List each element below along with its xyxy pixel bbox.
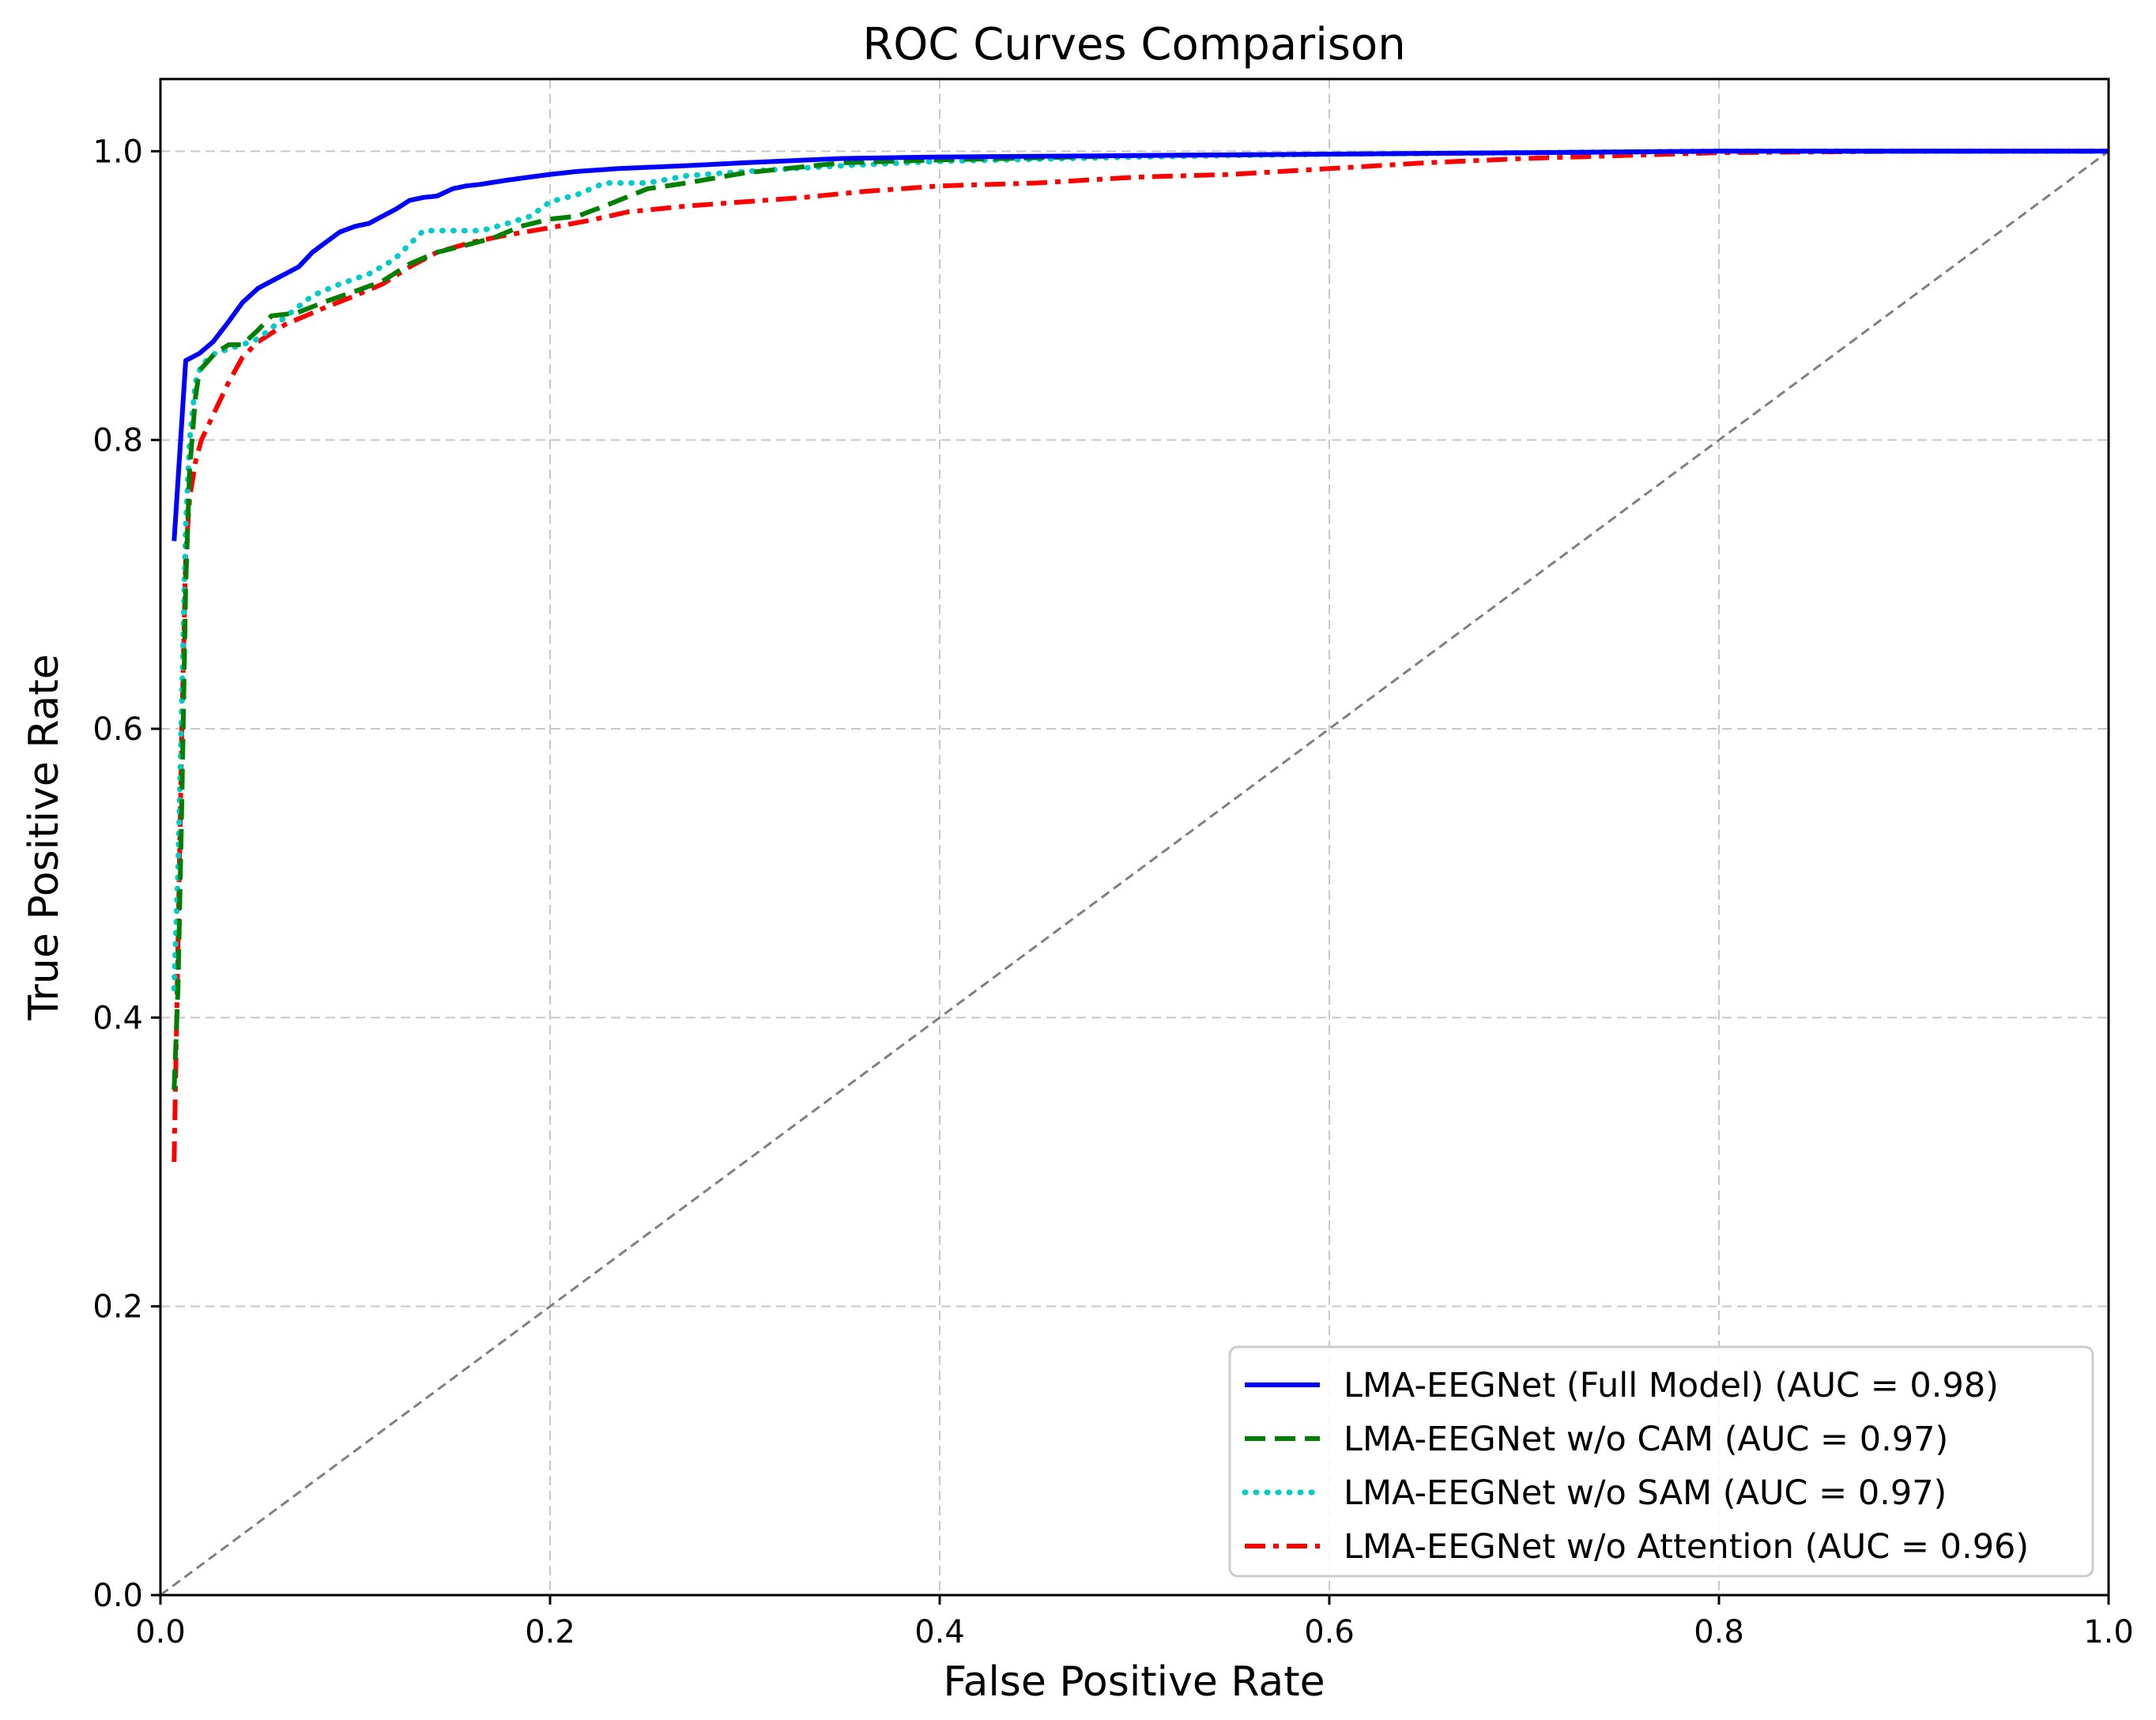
- x-ticks: 0.0 0.2 0.4 0.6 0.8 1.0: [135, 1595, 2134, 1650]
- y-axis-label: True Positive Rate: [21, 654, 68, 1020]
- legend-box: [1228, 1345, 2094, 1578]
- x-axis-label: False Positive Rate: [943, 1658, 1325, 1706]
- y-tick-label: 0.4: [92, 1000, 143, 1036]
- y-tick-label: 0.0: [92, 1578, 143, 1614]
- y-ticks: 0.0 0.2 0.4 0.6 0.8 1.0: [92, 134, 160, 1614]
- y-tick-label: 0.2: [92, 1289, 143, 1326]
- diagonal-reference: [160, 150, 2109, 1597]
- x-tick-label: 0.4: [914, 1614, 965, 1650]
- x-tick-label: 0.6: [1304, 1614, 1355, 1650]
- diagonal-line: [160, 150, 2109, 1597]
- x-tick-label: 0.8: [1694, 1614, 1744, 1650]
- legend: LMA-EEGNet (Full Model) (AUC = 0.98) LMA-…: [1228, 1345, 2094, 1578]
- x-tick-label: 1.0: [2083, 1614, 2134, 1650]
- series-line-1: [172, 149, 2109, 1090]
- legend-label-3: LMA-EEGNet w/o Attention (AUC = 0.96): [1344, 1527, 2029, 1567]
- x-tick-label: 0.2: [525, 1614, 575, 1650]
- series-lines: [171, 148, 2112, 1163]
- plot-frame: [159, 77, 2110, 1597]
- series-line-3: [172, 149, 2109, 1163]
- x-tick-label: 0.0: [135, 1614, 186, 1650]
- legend-label-2: LMA-EEGNet w/o SAM (AUC = 0.97): [1344, 1473, 1947, 1513]
- series-line-0: [172, 149, 2109, 541]
- chart-title: ROC Curves Comparison: [862, 19, 1405, 70]
- y-tick-label: 0.6: [92, 711, 143, 748]
- y-tick-label: 1.0: [92, 134, 143, 170]
- y-tick-label: 0.8: [92, 423, 143, 459]
- legend-entries: LMA-EEGNet (Full Model) (AUC = 0.98) LMA-…: [1242, 1366, 2029, 1567]
- legend-label-0: LMA-EEGNet (Full Model) (AUC = 0.98): [1344, 1366, 1999, 1405]
- legend-label-1: LMA-EEGNet w/o CAM (AUC = 0.97): [1344, 1420, 1948, 1459]
